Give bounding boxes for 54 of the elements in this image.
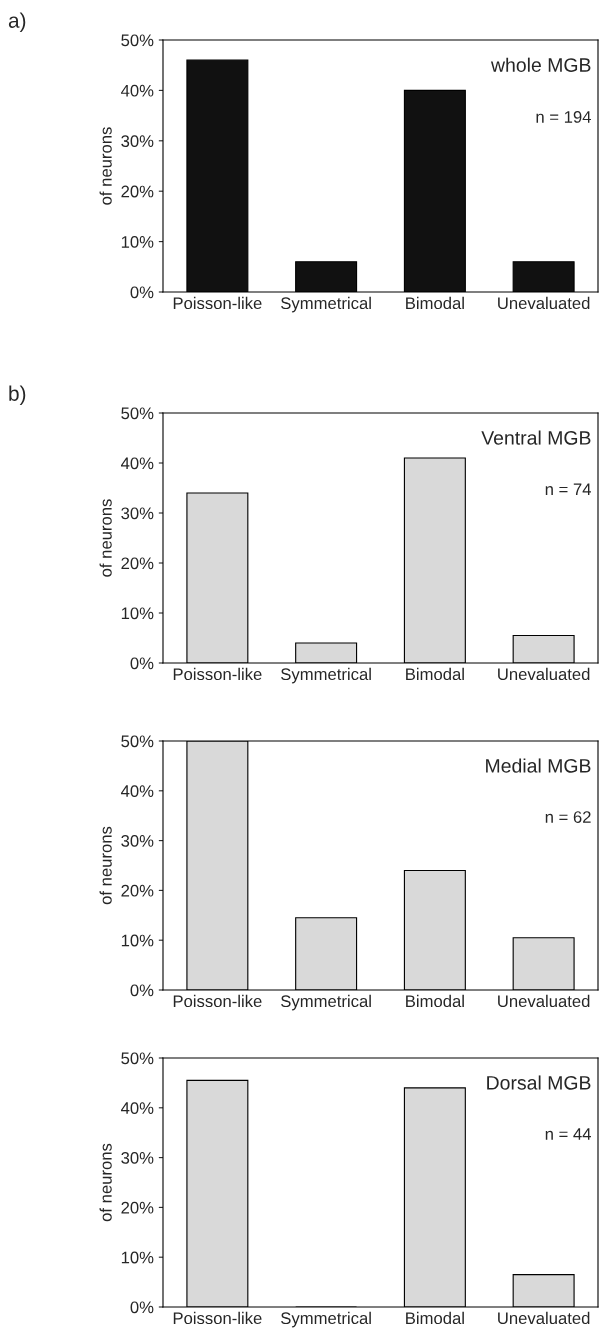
x-tick-label: Symmetrical (281, 994, 371, 1011)
text: a) (8, 12, 26, 32)
y-tick-label: 40% (121, 1102, 154, 1114)
y-tick-label: 30% (121, 835, 154, 847)
x-tick-label: Bimodal (406, 296, 464, 310)
text: b) (9, 385, 26, 405)
x-tick-label: Bimodal (406, 667, 464, 681)
text: Medial MGB (486, 758, 591, 773)
x-tick-label: Unevaluated (498, 1311, 590, 1325)
y-tick-label: 10% (121, 1251, 154, 1264)
y-tick-label: 20% (121, 884, 154, 897)
text: whole MGB (490, 57, 591, 72)
x-tick-label: Poisson-like (173, 994, 262, 1008)
annotation: n = 194 (536, 111, 591, 123)
y-tick-label: 0% (130, 984, 154, 997)
x-tick-label: Bimodal (406, 1311, 464, 1325)
y-tick-label: 40% (121, 785, 154, 797)
y-axis-title: of neurons (99, 826, 112, 905)
y-tick-label: 20% (121, 557, 154, 570)
text: Dorsal MGB (487, 1075, 591, 1090)
y-tick-label: 0% (130, 1301, 154, 1314)
y-tick-label: 30% (121, 135, 154, 147)
y-tick-label: 50% (121, 407, 154, 420)
y-tick-label: 50% (121, 1052, 154, 1065)
y-tick-label: 0% (130, 286, 154, 299)
y-tick-label: 50% (121, 34, 154, 47)
y-tick-label: 50% (121, 735, 154, 748)
annotation: n = 74 (545, 483, 591, 496)
y-tick-label: 40% (121, 457, 154, 470)
y-axis-title: of neurons (99, 1143, 112, 1222)
x-tick-label: Symmetrical (281, 1311, 371, 1328)
y-axis-title: of neurons (99, 127, 112, 205)
x-tick-label: Poisson-like (173, 296, 262, 310)
x-tick-label: Poisson-like (173, 667, 262, 681)
x-tick-label: Bimodal (406, 994, 464, 1008)
y-tick-label: 30% (121, 1152, 154, 1164)
y-tick-label: 30% (121, 507, 154, 520)
x-tick-label: Symmetrical (281, 296, 371, 313)
annotation: n = 44 (545, 1128, 591, 1140)
y-tick-label: 20% (121, 185, 154, 198)
y-axis-title: of neurons (99, 499, 112, 577)
y-tick-label: 0% (130, 657, 154, 670)
y-tick-label: 40% (121, 84, 154, 97)
x-tick-label: Unevaluated (498, 667, 590, 681)
x-tick-label: Unevaluated (498, 994, 590, 1008)
x-tick-label: Poisson-like (173, 1311, 262, 1325)
y-tick-label: 10% (121, 236, 154, 248)
x-tick-label: Unevaluated (498, 296, 590, 310)
y-tick-label: 10% (121, 607, 154, 620)
y-tick-label: 10% (121, 934, 154, 947)
x-tick-label: Symmetrical (281, 667, 371, 684)
annotation: n = 62 (545, 811, 591, 823)
y-tick-label: 20% (121, 1201, 154, 1214)
text: Ventral MGB (481, 430, 591, 445)
